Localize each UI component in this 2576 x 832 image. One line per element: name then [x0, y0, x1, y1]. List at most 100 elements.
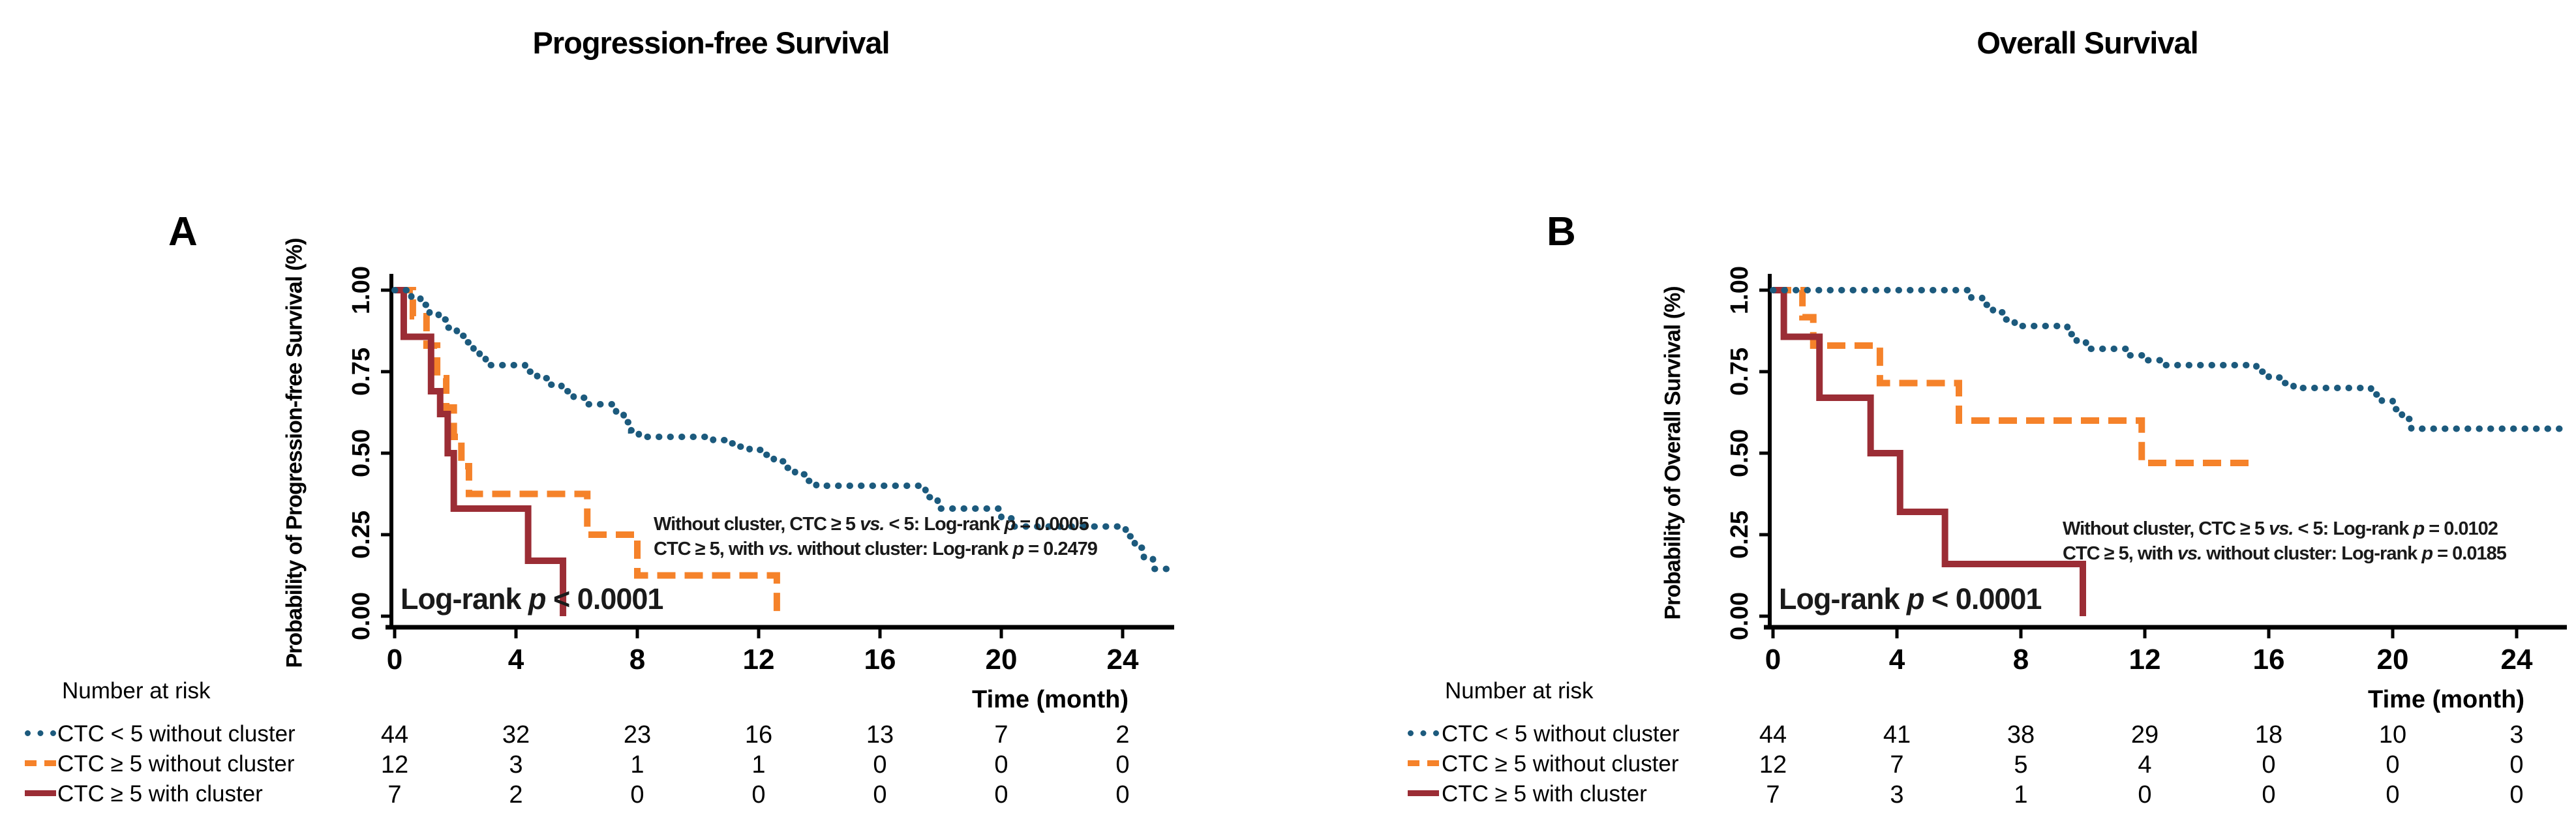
risk-value: 32 [502, 721, 530, 749]
y-tick-label: 0.75 [1726, 348, 1753, 396]
risk-value: 4 [2138, 751, 2152, 779]
x-tick-label: 8 [629, 644, 645, 676]
risk-value: 16 [744, 721, 773, 749]
km-curve-dashed [395, 287, 780, 616]
risk-value: 12 [380, 751, 409, 779]
x-tick-label: 12 [2129, 644, 2161, 676]
panel-a-pairwise-logrank-2: CTC ≥ 5, with vs. without cluster: Log-r… [654, 539, 1098, 559]
risk-value: 7 [1766, 781, 1780, 809]
risk-value: 2 [509, 781, 523, 809]
x-tick-label: 20 [2377, 644, 2409, 676]
risk-value: 0 [2262, 781, 2276, 809]
risk-value: 3 [1890, 781, 1904, 809]
x-tick-label: 16 [2253, 644, 2285, 676]
panel-b-pairwise-logrank-1: Without cluster, CTC ≥ 5 vs. < 5: Log-ra… [2063, 518, 2498, 539]
risk-value: 7 [387, 781, 402, 809]
risk-row-label: CTC < 5 without cluster [57, 721, 295, 747]
risk-row-label: CTC ≥ 5 with cluster [1442, 781, 1647, 807]
risk-value: 1 [2014, 781, 2028, 809]
risk-value: 18 [2254, 721, 2283, 749]
panel-b-letter: B [1547, 209, 1576, 254]
legend-marker-dashed [1408, 760, 1439, 766]
km-curve-dotted [1770, 287, 2569, 432]
risk-value: 0 [751, 781, 766, 809]
y-tick-label: 0.25 [1726, 511, 1753, 559]
risk-value: 0 [2509, 781, 2524, 809]
risk-value: 0 [2509, 751, 2524, 779]
legend-marker-dashed [25, 760, 56, 766]
risk-value: 5 [2014, 751, 2028, 779]
y-tick-label: 1.00 [348, 266, 375, 314]
risk-value: 0 [1115, 781, 1130, 809]
risk-value: 23 [623, 721, 652, 749]
risk-value: 0 [2386, 781, 2400, 809]
panel-a-number-at-risk-header: Number at risk [62, 678, 211, 704]
y-tick-label: 0.00 [1726, 592, 1753, 640]
km-curve-dashed [1773, 287, 2254, 466]
risk-value: 1 [630, 751, 644, 779]
risk-value: 2 [1115, 721, 1130, 749]
risk-row-label: CTC ≥ 5 with cluster [57, 781, 263, 807]
x-tick-label: 16 [864, 644, 896, 676]
panel-a-title: Progression-free Survival [532, 25, 890, 60]
risk-value: 0 [1115, 751, 1130, 779]
risk-value: 0 [2386, 751, 2400, 779]
panel-b-overall-logrank: Log-rank p < 0.0001 [1779, 582, 2042, 616]
x-tick-label: 4 [1889, 644, 1905, 676]
risk-value: 3 [2509, 721, 2524, 749]
y-tick-label: 0.25 [348, 511, 375, 559]
risk-value: 0 [873, 751, 887, 779]
y-tick-label: 0.75 [348, 348, 375, 396]
risk-value: 0 [994, 781, 1008, 809]
risk-value: 29 [2130, 721, 2159, 749]
y-tick-label: 0.50 [1726, 429, 1753, 477]
km-curve-solid [1773, 287, 2086, 616]
x-tick-label: 8 [2013, 644, 2029, 676]
risk-value: 10 [2378, 721, 2407, 749]
risk-value: 7 [1890, 751, 1904, 779]
risk-value: 1 [751, 751, 766, 779]
panel-a-pairwise-logrank-1: Without cluster, CTC ≥ 5 vs. < 5: Log-ra… [654, 514, 1089, 535]
risk-row-label: CTC < 5 without cluster [1442, 721, 1680, 747]
risk-value: 0 [994, 751, 1008, 779]
risk-value: 13 [866, 721, 894, 749]
panel-b-number-at-risk-header: Number at risk [1445, 678, 1594, 704]
x-tick-label: 12 [743, 644, 775, 676]
panel-a-x-axis-label: Time (month) [972, 686, 1129, 713]
risk-value: 0 [2138, 781, 2152, 809]
risk-row-label: CTC ≥ 5 without cluster [1442, 751, 1679, 777]
panel-a-y-axis-label: Probability of Progression-free Survival… [282, 238, 307, 668]
x-tick-label: 0 [1765, 644, 1781, 676]
risk-value: 44 [1759, 721, 1787, 749]
panel-b-x-axis-label: Time (month) [2368, 686, 2524, 713]
panel-a-overall-logrank: Log-rank p < 0.0001 [401, 582, 663, 616]
x-tick-label: 24 [1107, 644, 1139, 676]
y-tick-label: 1.00 [1726, 266, 1753, 314]
x-tick-label: 4 [508, 644, 524, 676]
risk-value: 0 [2262, 751, 2276, 779]
risk-value: 0 [630, 781, 644, 809]
km-curve-dotted [391, 287, 1178, 572]
legend-marker-solid [1408, 790, 1439, 796]
risk-value: 38 [2007, 721, 2035, 749]
legend-marker-dotted [25, 730, 56, 736]
km-curve-solid [395, 287, 567, 616]
risk-value: 41 [1883, 721, 1911, 749]
y-tick-label: 0.00 [348, 592, 375, 640]
x-tick-label: 24 [2501, 644, 2533, 676]
panel-b-pairwise-logrank-2: CTC ≥ 5, with vs. without cluster: Log-r… [2063, 543, 2507, 564]
x-tick-label: 0 [387, 644, 402, 676]
risk-value: 12 [1759, 751, 1787, 779]
risk-value: 3 [509, 751, 523, 779]
x-tick-label: 20 [986, 644, 1018, 676]
legend-marker-dotted [1408, 730, 1439, 736]
risk-value: 44 [380, 721, 409, 749]
risk-row-label: CTC ≥ 5 without cluster [57, 751, 295, 777]
y-tick-label: 0.50 [348, 429, 375, 477]
risk-value: 7 [994, 721, 1008, 749]
risk-value: 0 [873, 781, 887, 809]
panel-a-letter: A [168, 209, 198, 254]
legend-marker-solid [25, 790, 56, 796]
